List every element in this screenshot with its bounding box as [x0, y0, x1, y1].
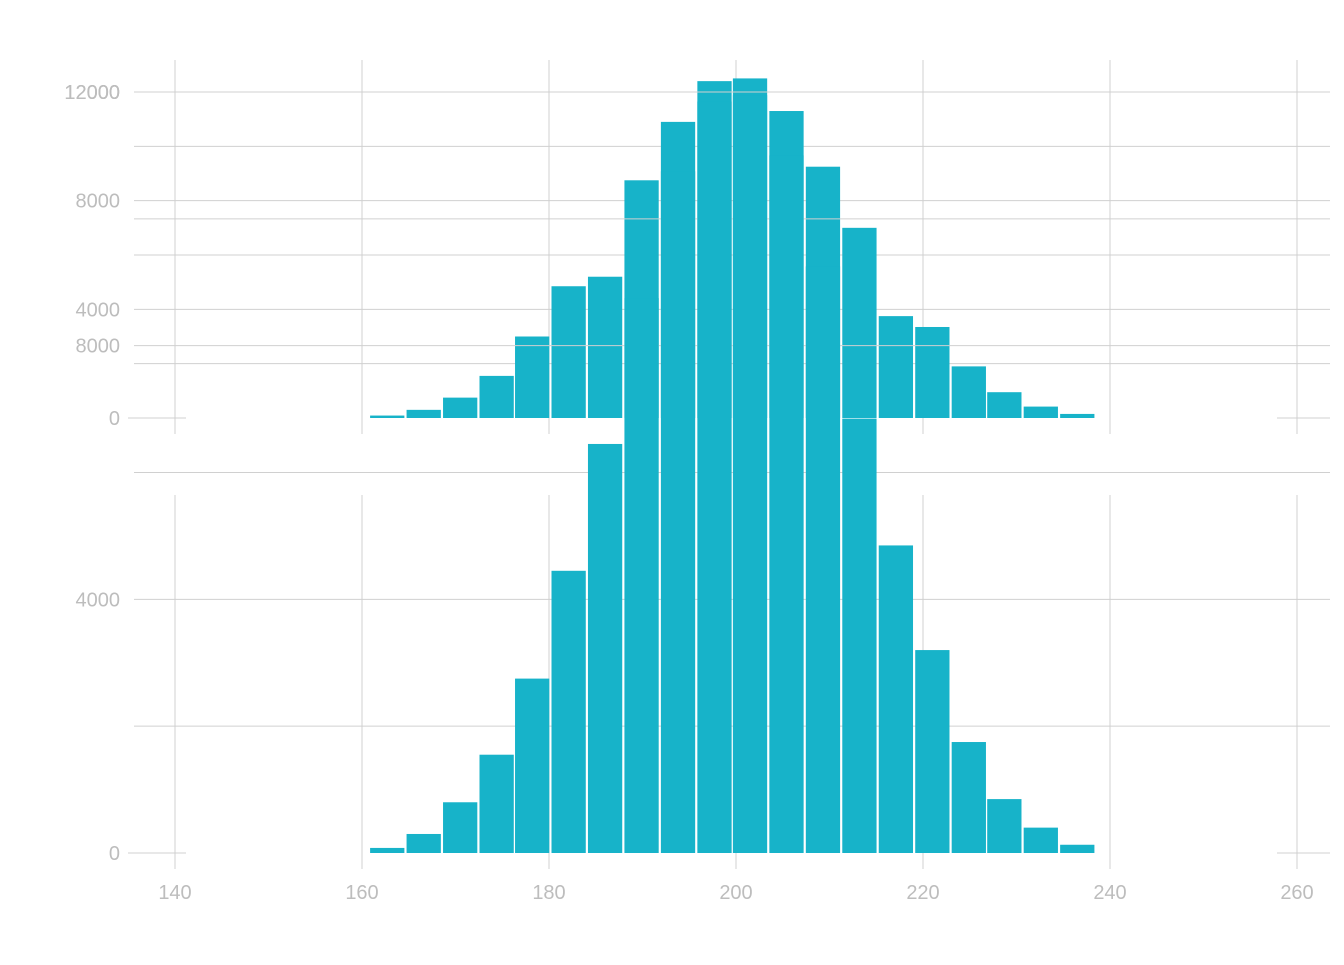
- histogram-bar: [370, 847, 405, 853]
- histogram-bar: [842, 227, 877, 418]
- histogram-bar: [732, 95, 768, 853]
- histogram-bar: [697, 101, 732, 853]
- histogram-bar: [915, 326, 950, 418]
- histogram-bar: [406, 833, 441, 853]
- histogram-bar: [660, 171, 696, 854]
- histogram-bar: [805, 266, 841, 853]
- x-tick-label: 220: [906, 882, 939, 904]
- histogram-bar: [987, 392, 1022, 418]
- histogram-bar: [951, 742, 986, 853]
- y-tick-label: 8000: [76, 191, 121, 213]
- histogram-bar: [587, 443, 623, 853]
- histogram-bar: [443, 397, 478, 418]
- histogram-bar: [406, 409, 441, 418]
- x-tick-label: 140: [158, 882, 191, 904]
- histogram-bar: [479, 375, 514, 418]
- y-tick-label: 4000: [76, 589, 121, 611]
- histogram-bar: [1060, 844, 1095, 853]
- histogram-bar: [878, 545, 914, 853]
- y-tick-label: 4000: [76, 299, 121, 321]
- x-tick-label: 160: [345, 882, 378, 904]
- histogram-bar: [987, 799, 1022, 853]
- histogram-bar: [951, 366, 986, 418]
- x-tick-label: 240: [1093, 882, 1126, 904]
- histogram-bar: [1023, 827, 1058, 853]
- histogram-bar: [842, 418, 877, 853]
- histogram-bar: [624, 298, 659, 854]
- x-tick-label: 180: [532, 882, 565, 904]
- histogram-bar: [1023, 406, 1058, 418]
- histogram-bar: [479, 754, 514, 853]
- histogram-bar: [587, 276, 623, 418]
- histogram-bar: [515, 678, 550, 853]
- y-tick-label: 0: [109, 843, 120, 865]
- y-tick-label: 12000: [64, 82, 120, 104]
- histogram-panel-2: 0 4000 8000 12000 140 160 180 200 220 240 260: [64, 82, 1330, 904]
- histogram-bar: [915, 650, 950, 853]
- histogram-bar: [443, 802, 478, 853]
- histogram-bar: [878, 316, 914, 418]
- histogram-bar: [515, 336, 550, 418]
- histogram-bar: [551, 570, 586, 853]
- histogram-bar: [370, 415, 405, 418]
- histogram-bar: [769, 155, 804, 853]
- histogram-panel-1: 0 4000 8000 12000: [64, 60, 1330, 434]
- y-tick-label: 12000: [64, 82, 120, 104]
- y-tick-label: 0: [109, 408, 120, 430]
- x-tick-label: 200: [719, 882, 752, 904]
- x-tick-label: 260: [1280, 882, 1313, 904]
- y-tick-label: 8000: [76, 336, 121, 358]
- histogram-bar: [551, 286, 586, 418]
- histogram-bar: [1060, 413, 1095, 418]
